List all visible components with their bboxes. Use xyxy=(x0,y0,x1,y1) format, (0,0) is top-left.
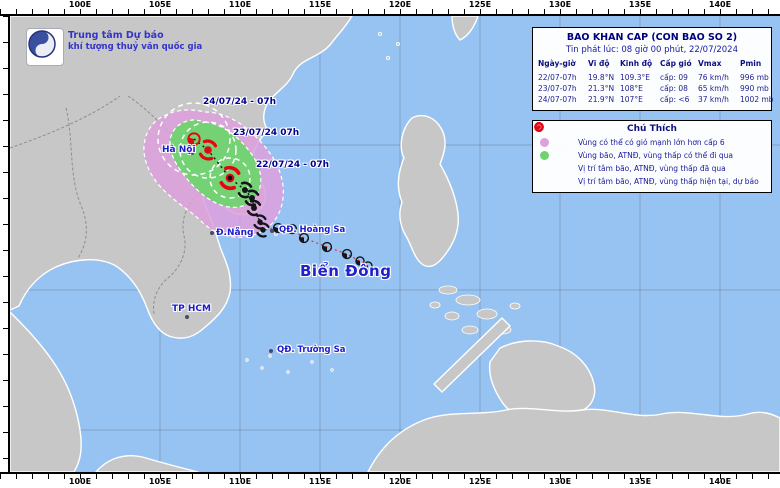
forecast-cell: cấp: 09 xyxy=(660,73,688,82)
forecast-cell: 22/07-07h xyxy=(538,73,577,82)
hcm-label: TP HCM xyxy=(172,304,211,314)
col-latitude: Vĩ độ xyxy=(588,59,610,68)
violet-area-icon xyxy=(540,138,549,147)
longitude-label: 110E xyxy=(228,477,252,486)
legend-item-label: Vùng có thể có gió mạnh lớn hơn cấp 6 xyxy=(578,138,725,147)
forecast-cell: 19.8°N xyxy=(588,73,615,82)
forecast-cell: cấp: <6 xyxy=(660,95,690,104)
longitude-label: 105E xyxy=(148,477,172,486)
longitude-label: 130E xyxy=(548,477,572,486)
longitude-label: 100E xyxy=(68,0,92,9)
col-vmax: Vmax xyxy=(698,59,722,68)
forecast-table: Ngày-giờ Vĩ độ Kinh độ Cấp gió Vmax Pmin xyxy=(538,58,766,69)
longitude-label: 130E xyxy=(548,0,572,9)
hoangsa-label: QĐ. Hoàng Sa xyxy=(279,225,346,235)
legend-item-current-forecast-positions: Vị trí tâm bão, ATNĐ, vùng thấp hiện tại… xyxy=(534,122,766,188)
forecast-time-label-24: 24/07/24 - 07h xyxy=(203,97,277,107)
legend-box: Chú Thích Vùng có thể có gió mạnh lớn hơ… xyxy=(532,120,772,193)
forecast-low-icon xyxy=(534,122,544,132)
left-frame-line xyxy=(8,14,10,474)
forecast-time-label-22: 22/07/24 - 07h xyxy=(256,160,330,170)
longitude-label: 100E xyxy=(68,477,92,486)
agency-logo xyxy=(26,28,64,66)
forecast-cell: 990 mb xyxy=(740,84,769,93)
legend-item-label: Vị trí tâm bão, ATNĐ, vùng thấp đã qua xyxy=(578,164,726,173)
longitude-label: 140E xyxy=(708,477,732,486)
top-ruler-ticks xyxy=(0,9,780,14)
top-frame-line xyxy=(0,14,780,16)
forecast-cell: cấp: 08 xyxy=(660,84,688,93)
hanoi-marker xyxy=(190,151,194,155)
longitude-label: 125E xyxy=(468,0,492,9)
left-ruler-ticks xyxy=(3,16,8,472)
danang-marker xyxy=(210,231,214,235)
land-palawan xyxy=(433,317,511,393)
longitude-label: 120E xyxy=(388,0,412,9)
col-longitude: Kinh độ xyxy=(620,59,653,68)
forecast-cell: 108°E xyxy=(620,84,643,93)
storm-track-icons xyxy=(187,132,373,271)
forecast-cell: 109.3°E xyxy=(620,73,650,82)
danang-label: Đ.Nẵng xyxy=(216,228,254,238)
agency-name-line2: khí tượng thuỷ văn quốc gia xyxy=(68,41,203,52)
truongsa-marker xyxy=(269,349,273,353)
forecast-cell: 1002 mb xyxy=(740,95,774,104)
east-sea-label: Biển Đông xyxy=(300,262,392,280)
hanoi-label: Hà Nội xyxy=(162,145,196,155)
globe-logo-icon xyxy=(28,30,56,58)
legend-item-track-area: Vùng bão, ATNĐ, vùng thấp có thể đi qua xyxy=(538,149,766,162)
col-datetime: Ngày-giờ xyxy=(538,59,576,68)
bottom-ruler-ticks xyxy=(0,474,780,479)
longitude-label: 110E xyxy=(228,0,252,9)
legend-item-wind-area: Vùng có thể có gió mạnh lớn hơn cấp 6 xyxy=(538,136,766,149)
col-pmin: Pmin xyxy=(740,59,762,68)
forecast-cell: 107°E xyxy=(620,95,643,104)
forecast-cell: 65 km/h xyxy=(698,84,729,93)
hcm-marker xyxy=(185,315,189,319)
forecast-cell: 21.9°N xyxy=(588,95,615,104)
agency-name-line1: Trung tâm Dự báo xyxy=(68,30,164,41)
longitude-label: 125E xyxy=(468,477,492,486)
forecast-time-label-23: 23/07/24 07h xyxy=(233,128,300,138)
truongsa-label: QĐ. Trường Sa xyxy=(277,345,346,355)
bulletin-issued-time: Tin phát lúc: 08 giờ 00 phút, 22/07/2024 xyxy=(566,45,738,55)
land-taiwan xyxy=(451,16,479,41)
legend-title: Chú Thích xyxy=(627,124,677,134)
col-wind-level: Cấp gió xyxy=(660,59,692,68)
city-markers xyxy=(185,151,274,353)
forecast-cell: 23/07-07h xyxy=(538,84,577,93)
longitude-label: 105E xyxy=(148,0,172,9)
forecast-cell: 996 mb xyxy=(740,73,769,82)
small-islands xyxy=(245,32,400,374)
longitude-label: 135E xyxy=(628,0,652,9)
longitude-label: 140E xyxy=(708,0,732,9)
hoangsa-marker xyxy=(270,229,274,233)
longitude-label: 135E xyxy=(628,477,652,486)
legend-item-past-positions: Vị trí tâm bão, ATNĐ, vùng thấp đã qua xyxy=(534,122,766,175)
legend-item-label: Vị trí tâm bão, ATNĐ, vùng thấp hiện tại… xyxy=(578,177,759,186)
top-longitude-labels: 100E 105E 110E 115E 120E 125E 130E 135E 140E xyxy=(0,0,780,10)
land-sumatra xyxy=(95,454,199,472)
longitude-label: 115E xyxy=(308,477,332,486)
legend-item-label: Vùng bão, ATNĐ, vùng thấp có thể đi qua xyxy=(578,151,733,160)
bulletin-title: BAO KHAN CAP (CON BAO SO 2) xyxy=(566,32,738,43)
forecast-uncertainty-circles xyxy=(157,102,251,199)
land-malay-peninsula xyxy=(10,311,82,472)
bottom-frame-line xyxy=(0,472,780,474)
bottom-longitude-labels: 100E 105E 110E 115E 120E 125E 130E 135E 140E xyxy=(0,477,780,487)
land-luzon xyxy=(397,114,460,268)
longitude-label: 120E xyxy=(388,477,412,486)
forecast-cell: 24/07-07h xyxy=(538,95,577,104)
storm-bulletin-box: BAO KHAN CAP (CON BAO SO 2) Tin phát lúc… xyxy=(532,27,774,111)
forecast-cell: 21.3°N xyxy=(588,84,615,93)
forecast-cell: 76 km/h xyxy=(698,73,729,82)
agency-name: Trung tâm Dự báo khí tượng thuỷ văn quốc… xyxy=(68,30,202,53)
longitude-label: 115E xyxy=(308,0,332,9)
green-area-icon xyxy=(540,151,549,160)
land-borneo xyxy=(367,407,780,472)
forecast-table-rows: 22/07-07h 19.8°N 109.3°E cấp: 09 76 km/h 996 … xyxy=(538,72,774,105)
forecast-cell: 37 km/h xyxy=(698,95,729,104)
